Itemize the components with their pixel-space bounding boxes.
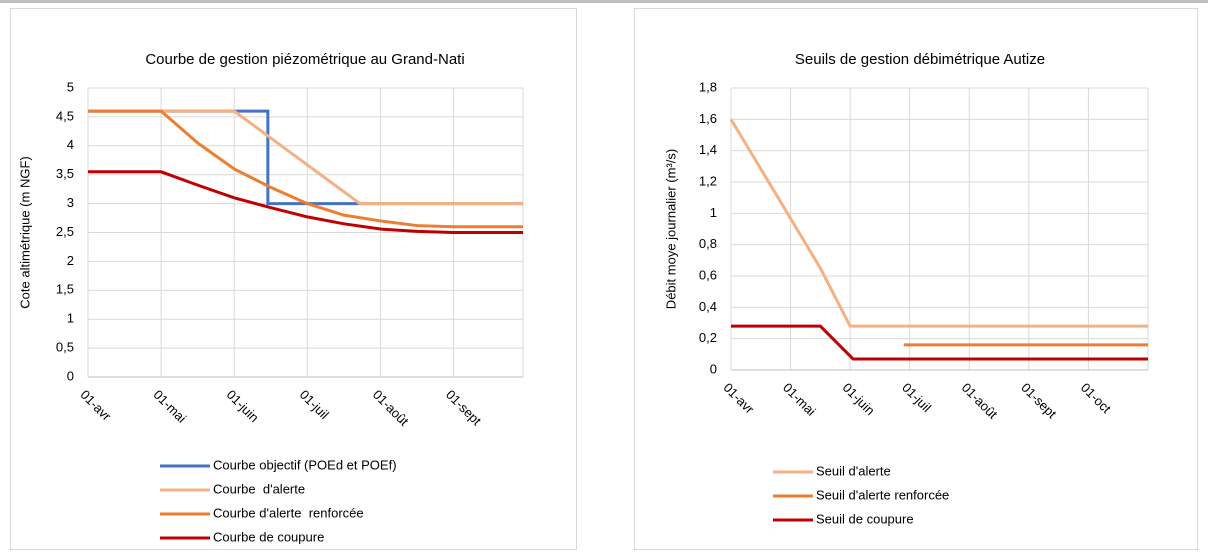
legend-label: Courbe objectif (POEd et POEf): [213, 457, 397, 472]
chart-title: Seuils de gestion débimétrique Autize: [795, 51, 1045, 68]
series-line: [88, 170, 523, 234]
y-tick-label: 0,6: [699, 267, 717, 282]
y-tick-label: 0,2: [699, 330, 717, 345]
y-tick-label: 3,5: [56, 166, 74, 181]
y-tick-label: 4,5: [56, 108, 74, 123]
y-tick-label: 1,5: [56, 282, 74, 297]
chart-frame: [10, 8, 577, 550]
y-tick-label: 3: [67, 195, 74, 210]
legend-label: Courbe d'alerte: [213, 481, 305, 496]
legend-label: Seuil d'alerte renforcée: [816, 487, 949, 502]
series-line: [88, 109, 523, 229]
legend-label: Seuil d'alerte: [816, 463, 891, 478]
legend-label: Courbe d'alerte renforcée: [213, 505, 364, 520]
chart-title: Courbe de gestion piézométrique au Grand…: [145, 51, 464, 68]
series-line: [729, 118, 1148, 328]
top-border: [0, 0, 1208, 3]
y-tick-label: 1,6: [699, 111, 717, 126]
y-tick-label: 0: [710, 361, 717, 376]
y-axis-label: Cote altimétrique (m NGF): [17, 156, 32, 308]
y-tick-label: 1,8: [699, 79, 717, 94]
y-tick-label: 2: [67, 253, 74, 268]
y-tick-label: 1,4: [699, 142, 717, 157]
y-axis-label: Débit moye journalier (m³/s): [663, 149, 678, 309]
legend-label: Courbe de coupure: [213, 529, 324, 544]
series-line: [731, 324, 1148, 361]
y-tick-label: 4: [67, 137, 74, 152]
y-tick-label: 1: [710, 205, 717, 220]
y-tick-label: 2,5: [56, 224, 74, 239]
y-tick-label: 5: [67, 79, 74, 94]
y-tick-label: 1,2: [699, 173, 717, 188]
legend-label: Seuil de coupure: [816, 511, 914, 526]
y-tick-label: 0,5: [56, 340, 74, 355]
y-tick-label: 0,4: [699, 299, 717, 314]
chart-frame: [634, 8, 1198, 550]
y-tick-label: 0,8: [699, 236, 717, 251]
y-tick-label: 0: [67, 368, 74, 383]
y-tick-label: 1: [67, 311, 74, 326]
